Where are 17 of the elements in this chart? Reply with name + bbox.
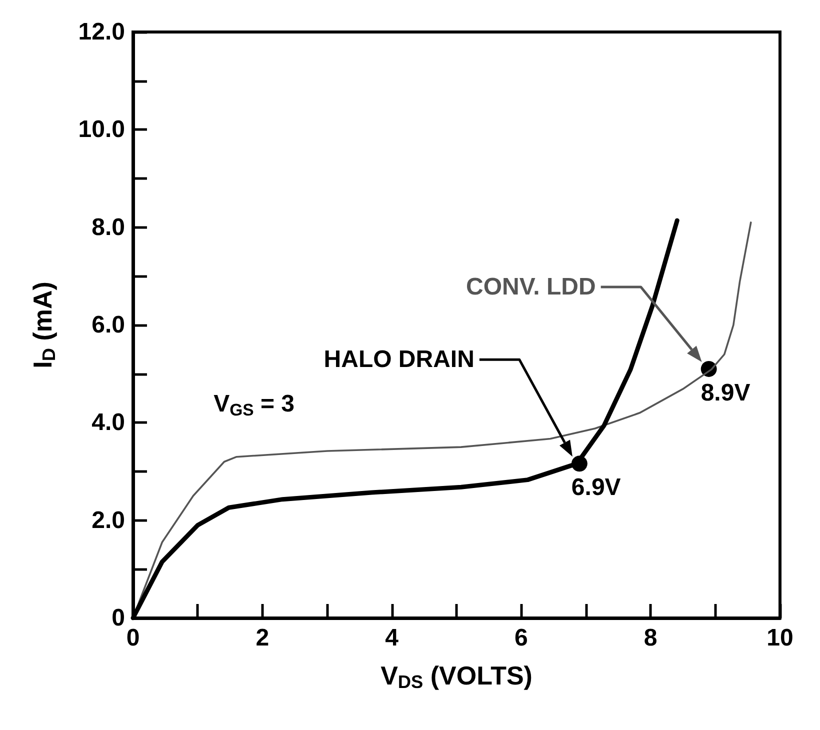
annotation: 8.9V	[700, 379, 750, 406]
text: CONV. LDD	[466, 273, 596, 300]
annotation: 6.9V	[571, 474, 621, 502]
x-tick-label: 4	[385, 624, 400, 652]
x-tick-label: 2	[256, 624, 270, 652]
y-tick-label: 12.0	[78, 18, 125, 46]
y-tick-label: 2.0	[92, 506, 125, 534]
text: HALO DRAIN	[324, 346, 474, 374]
x-tick-label: 6	[514, 624, 528, 652]
y-tick-label: 10.0	[78, 116, 125, 144]
y-tick-label: 8.0	[92, 214, 125, 241]
y-tick-label: 4.0	[92, 409, 125, 436]
x-tick-label: 10	[766, 624, 794, 652]
y-tick-label: 0	[112, 604, 125, 632]
y-axis-title: ID (mA)	[28, 282, 59, 368]
x-tick-label: 8	[644, 624, 658, 652]
y-tick-label: 6.0	[92, 312, 125, 338]
